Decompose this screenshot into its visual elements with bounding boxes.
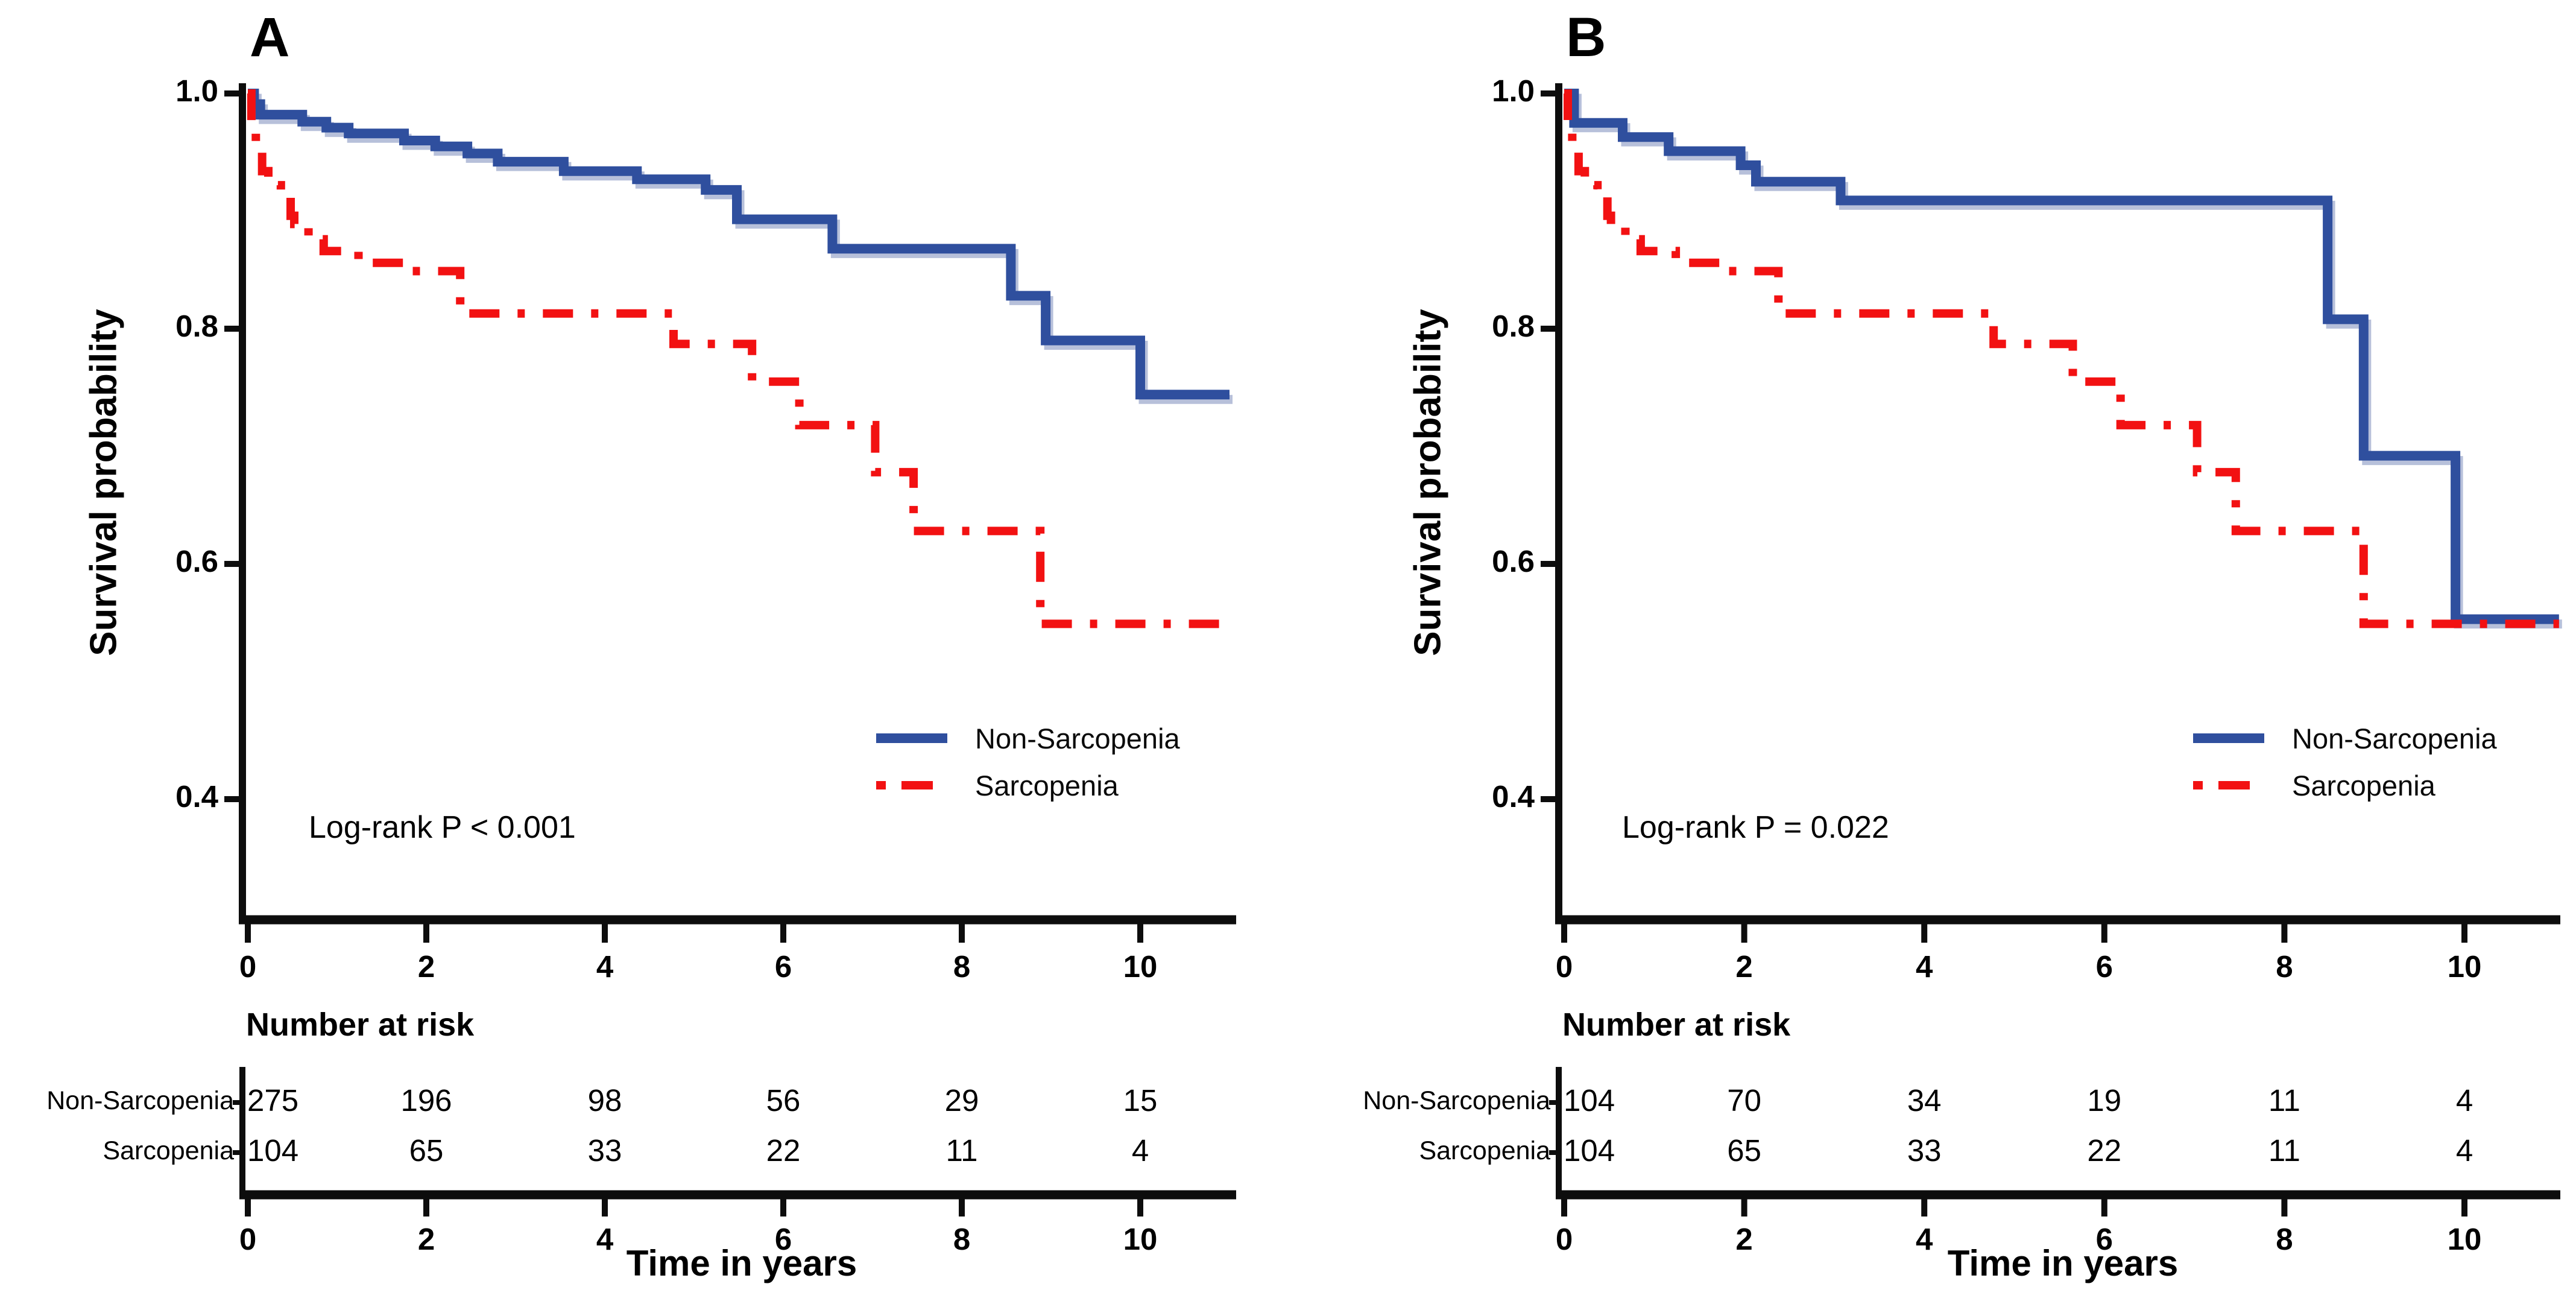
logrank-annotation: Log-rank P < 0.001 <box>309 810 576 845</box>
x-tick-label: 10 <box>1123 949 1158 984</box>
y-tick-label: 0.6 <box>1492 544 1535 578</box>
legend: Non-Sarcopenia Sarcopenia <box>875 722 1180 802</box>
legend-item-non-sarcopenia: Non-Sarcopenia <box>2192 722 2497 755</box>
risk-value: 33 <box>587 1133 622 1168</box>
risk-value: 275 <box>247 1083 299 1118</box>
risk-x-tick-label: 10 <box>1123 1222 1158 1256</box>
y-tick-label: 1.0 <box>1492 74 1535 108</box>
x-axis-title: Time in years <box>626 1243 857 1283</box>
risk-value: 29 <box>944 1083 979 1118</box>
risk-value: 4 <box>2455 1083 2473 1118</box>
risk-table-title: Number at risk <box>1562 1007 1791 1043</box>
x-tick-label: 2 <box>1735 949 1753 984</box>
risk-value: 65 <box>1727 1133 1761 1168</box>
legend: Non-Sarcopenia Sarcopenia <box>2192 722 2497 802</box>
y-tick-label: 0.4 <box>175 779 218 814</box>
risk-value: 104 <box>247 1133 299 1168</box>
dashdot-line-icon <box>2193 781 2264 789</box>
risk-value: 4 <box>2455 1133 2473 1168</box>
sarcopenia-curve <box>247 89 1230 628</box>
km-panel-b: B Survival probability Non-Sarcopenia Sa… <box>1288 0 2576 1313</box>
x-tick-label: 2 <box>417 949 435 984</box>
panel-label: A <box>250 7 290 68</box>
x-tick-label: 6 <box>774 949 792 984</box>
x-tick-label: 8 <box>953 949 971 984</box>
legend-item-sarcopenia: Sarcopenia <box>875 769 1180 802</box>
legend-label: Non-Sarcopenia <box>2292 722 2497 755</box>
y-tick-label: 0.4 <box>1492 779 1535 814</box>
sarcopenia-curve <box>1564 89 2559 628</box>
risk-value: 15 <box>1123 1083 1158 1118</box>
x-tick-label: 10 <box>2447 949 2482 984</box>
risk-x-tick-label: 6 <box>2095 1222 2113 1256</box>
risk-x-tick-label: 0 <box>1555 1222 1573 1256</box>
x-tick-label: 0 <box>239 949 257 984</box>
non-sarcopenia-curve <box>1564 89 2559 624</box>
x-tick-label: 4 <box>596 949 614 984</box>
logrank-annotation: Log-rank P = 0.022 <box>1622 810 1889 845</box>
risk-row-label-sarcopenia: Sarcopenia <box>103 1136 234 1165</box>
risk-x-tick-label: 0 <box>239 1222 257 1256</box>
risk-value: 22 <box>2087 1133 2122 1168</box>
non-sarcopenia-curve-shadow <box>1567 93 2562 629</box>
panel-label: B <box>1566 7 1606 68</box>
risk-value: 11 <box>2268 1133 2300 1168</box>
risk-row-label-sarcopenia: Sarcopenia <box>1419 1136 1550 1165</box>
km-plot-canvas <box>1541 83 2562 1217</box>
legend-label: Sarcopenia <box>2292 769 2436 802</box>
legend-item-non-sarcopenia: Non-Sarcopenia <box>875 722 1180 755</box>
risk-value: 98 <box>587 1083 622 1118</box>
x-axis-title: Time in years <box>1947 1243 2179 1283</box>
km-plot-canvas <box>224 83 1236 1217</box>
non-sarcopenia-curve <box>248 89 1230 400</box>
risk-value: 34 <box>1907 1083 1942 1118</box>
risk-value: 104 <box>1564 1133 1615 1168</box>
risk-x-tick-label: 4 <box>1916 1222 1933 1256</box>
risk-row-label-non-sarcopenia: Non-Sarcopenia <box>46 1086 234 1115</box>
risk-value: 11 <box>2268 1083 2300 1118</box>
risk-value: 4 <box>1131 1133 1149 1168</box>
x-tick-label: 0 <box>1555 949 1573 984</box>
km-panel-a: A Survival probability Non-Sarcopenia Sa… <box>46 7 1236 1283</box>
dashdot-line-icon <box>876 781 947 789</box>
legend-label: Non-Sarcopenia <box>975 722 1180 755</box>
risk-x-tick-label: 4 <box>596 1222 614 1256</box>
risk-x-tick-label: 8 <box>2276 1222 2293 1256</box>
x-tick-label: 6 <box>2095 949 2113 984</box>
non-sarcopenia-curve-shadow <box>251 93 1233 404</box>
risk-table-title: Number at risk <box>246 1007 475 1043</box>
y-tick-label: 1.0 <box>175 74 218 108</box>
risk-value: 65 <box>409 1133 444 1168</box>
risk-x-tick-label: 10 <box>2447 1222 2482 1256</box>
solid-line-icon <box>876 733 947 743</box>
x-tick-label: 8 <box>2276 949 2293 984</box>
y-tick-label: 0.8 <box>175 309 218 343</box>
risk-row-label-non-sarcopenia: Non-Sarcopenia <box>1363 1086 1550 1115</box>
risk-value: 104 <box>1564 1083 1615 1118</box>
y-tick-label: 0.6 <box>175 544 218 578</box>
risk-value: 196 <box>400 1083 452 1118</box>
risk-value: 19 <box>2087 1083 2122 1118</box>
x-tick-label: 4 <box>1916 949 1933 984</box>
solid-line-icon <box>2193 733 2264 743</box>
legend-item-sarcopenia: Sarcopenia <box>2192 769 2497 802</box>
legend-label: Sarcopenia <box>975 769 1119 802</box>
risk-x-tick-label: 2 <box>1735 1222 1753 1256</box>
risk-x-tick-label: 6 <box>774 1222 792 1256</box>
risk-value: 70 <box>1727 1083 1761 1118</box>
risk-value: 56 <box>766 1083 801 1118</box>
risk-value: 22 <box>766 1133 801 1168</box>
risk-value: 11 <box>945 1133 978 1168</box>
risk-x-tick-label: 8 <box>953 1222 971 1256</box>
risk-x-tick-label: 2 <box>417 1222 435 1256</box>
y-tick-label: 0.8 <box>1492 309 1535 343</box>
risk-value: 33 <box>1907 1133 1942 1168</box>
